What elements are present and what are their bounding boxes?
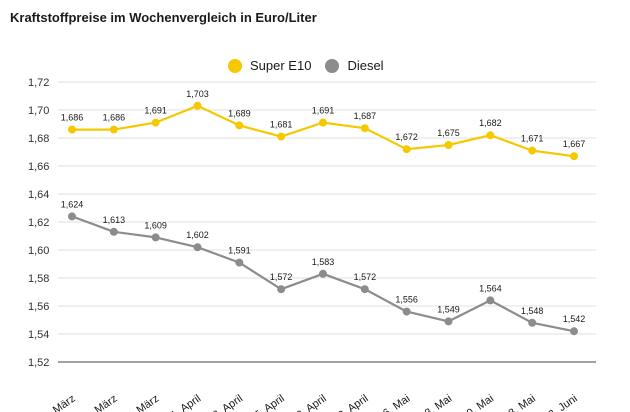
data-label-super-e10: 1,691 — [144, 106, 167, 116]
y-tick-label: 1,66 — [28, 161, 49, 173]
data-label-diesel: 1,556 — [395, 295, 418, 305]
y-tick-label: 1,64 — [28, 189, 49, 201]
legend-item-diesel: Diesel — [325, 58, 384, 73]
data-label-diesel: 1,549 — [437, 304, 460, 314]
data-label-diesel: 1,572 — [354, 272, 377, 282]
data-label-super-e10: 1,689 — [228, 108, 251, 118]
y-axis: 1,52 1,54 1,56 1,58 1,60 1,62 1,64 1,66 1,68 1,70… — [28, 77, 49, 369]
y-tick-label: 1,58 — [28, 273, 49, 285]
data-label-super-e10: 1,703 — [186, 89, 209, 99]
legend-marker-diesel — [325, 58, 340, 73]
data-point-super-e10 — [151, 118, 160, 127]
x-tick-label: 06. Mai — [376, 393, 412, 412]
data-label-diesel: 1,583 — [312, 257, 335, 267]
data-point-diesel — [68, 212, 76, 221]
gridlines — [58, 81, 596, 363]
data-label-diesel: 1,564 — [479, 283, 502, 293]
data-label-super-e10: 1,675 — [437, 128, 460, 138]
y-tick-label: 1,60 — [28, 245, 49, 257]
data-point-diesel — [151, 233, 160, 242]
x-axis: 11. März 18. März 25. März 01. April 08. Apr… — [36, 393, 579, 412]
data-label-diesel: 1,591 — [228, 246, 251, 256]
data-point-diesel — [444, 317, 453, 326]
x-tick-label: 18. März — [78, 393, 120, 412]
data-label-super-e10: 1,686 — [61, 113, 84, 123]
x-tick-label: 20. Mai — [460, 393, 496, 412]
legend-marker-super-e10 — [228, 58, 242, 73]
data-point-diesel — [570, 327, 578, 336]
x-tick-label: 03. Juni — [541, 393, 579, 412]
x-tick-label: 01. April — [164, 393, 203, 412]
x-tick-label: 08. April — [206, 393, 245, 412]
data-point-super-e10 — [235, 121, 244, 130]
x-tick-label: 11. März — [36, 393, 77, 412]
data-label-super-e10: 1,671 — [521, 134, 544, 144]
data-point-diesel — [193, 243, 202, 252]
series-layer: 1,686 1,686 1,691 1,703 1,689 1,681 1,691 1,687… — [61, 89, 586, 336]
data-point-super-e10 — [193, 101, 202, 110]
data-label-diesel: 1,602 — [186, 230, 209, 240]
data-point-super-e10 — [109, 125, 118, 134]
data-label-super-e10: 1,682 — [479, 118, 502, 128]
data-point-diesel — [319, 269, 327, 278]
data-point-super-e10 — [402, 145, 411, 154]
y-tick-label: 1,68 — [28, 133, 49, 145]
x-tick-label: 25. März — [119, 393, 161, 412]
data-point-super-e10 — [68, 125, 76, 134]
data-point-diesel — [528, 318, 537, 327]
data-point-super-e10 — [319, 118, 327, 127]
legend: Super E10 Diesel — [228, 58, 398, 73]
data-label-super-e10: 1,667 — [563, 139, 586, 149]
y-tick-label: 1,70 — [28, 105, 49, 117]
data-point-diesel — [109, 227, 118, 236]
data-point-super-e10 — [570, 152, 578, 161]
data-point-super-e10 — [360, 124, 369, 133]
data-label-super-e10: 1,672 — [395, 132, 418, 142]
data-label-super-e10: 1,681 — [270, 120, 293, 130]
chart-title: Kraftstoffpreise im Wochenvergleich in E… — [10, 10, 317, 25]
x-tick-label: 28. Mai — [501, 393, 537, 412]
data-point-super-e10 — [444, 141, 453, 149]
y-tick-label: 1,52 — [28, 357, 49, 369]
x-tick-label: 29. April — [331, 393, 370, 412]
data-point-diesel — [486, 296, 495, 305]
data-label-diesel: 1,542 — [563, 314, 586, 324]
y-tick-label: 1,62 — [28, 217, 49, 229]
y-tick-label: 1,56 — [28, 301, 49, 313]
data-point-super-e10 — [486, 131, 495, 140]
x-tick-label: 15. April — [247, 393, 286, 412]
data-point-super-e10 — [277, 132, 286, 141]
data-label-diesel: 1,624 — [61, 199, 84, 209]
data-point-diesel — [235, 258, 244, 267]
data-point-super-e10 — [528, 146, 537, 155]
data-label-super-e10: 1,691 — [312, 106, 335, 116]
data-label-super-e10: 1,686 — [103, 113, 126, 123]
legend-label-diesel: Diesel — [347, 58, 384, 73]
x-tick-label: 22. April — [289, 393, 328, 412]
data-point-diesel — [360, 285, 369, 294]
legend-label-super-e10: Super E10 — [250, 58, 312, 73]
x-tick-label: 13. Mai — [418, 393, 454, 412]
data-label-diesel: 1,572 — [270, 272, 293, 282]
data-label-diesel: 1,548 — [521, 306, 544, 316]
legend-item-super-e10: Super E10 — [228, 58, 311, 73]
data-label-super-e10: 1,687 — [354, 111, 377, 121]
data-label-diesel: 1,609 — [144, 220, 167, 230]
data-point-diesel — [277, 285, 286, 294]
y-tick-label: 1,54 — [28, 329, 49, 341]
data-point-diesel — [402, 307, 411, 316]
data-label-diesel: 1,613 — [103, 215, 126, 225]
y-tick-label: 1,72 — [28, 77, 49, 89]
